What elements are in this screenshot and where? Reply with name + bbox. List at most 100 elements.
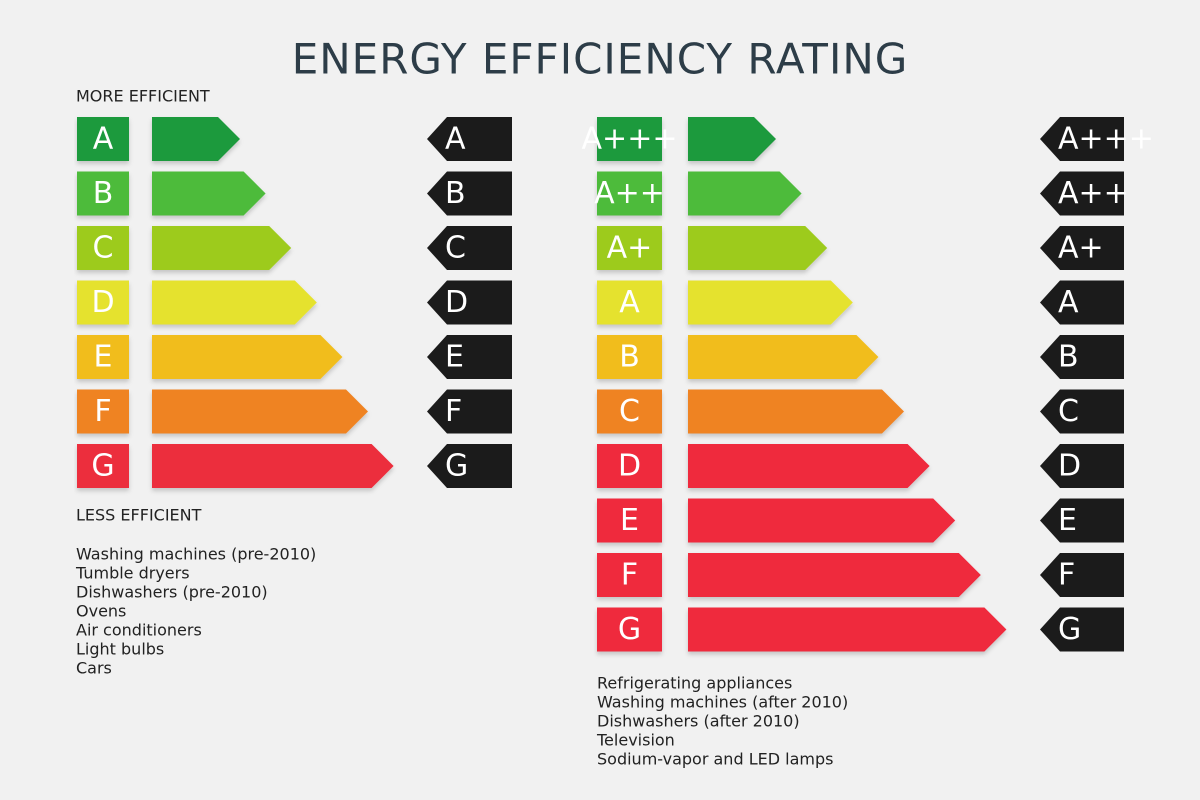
tag-letter: B [445, 176, 466, 211]
rating-arrow [688, 117, 776, 161]
tag-letter: F [1058, 558, 1075, 593]
tag-letter: A+ [1058, 231, 1104, 266]
rating-arrow [688, 171, 802, 216]
tag-letter: E [445, 340, 464, 375]
more-efficient-label: MORE EFFICIENT [76, 87, 210, 106]
rating-letter: D [91, 285, 114, 320]
tag-letter: G [1058, 612, 1081, 647]
rating-tag [1040, 280, 1124, 325]
appliance: Cars [76, 659, 112, 678]
rating-letter: C [619, 394, 640, 429]
rating-tag [1040, 335, 1124, 379]
rating-arrow [688, 280, 853, 325]
appliance: Refrigerating appliances [597, 674, 792, 693]
rating-tag [1040, 607, 1124, 652]
appliance: Washing machines (after 2010) [597, 693, 848, 712]
rating-letter: B [619, 340, 640, 375]
rating-arrow [688, 226, 828, 270]
rating-box [597, 171, 662, 216]
rating-letter: A+++ [582, 122, 678, 157]
appliance: Air conditioners [76, 621, 202, 640]
rating-letter: G [618, 612, 641, 647]
rating-letter: F [94, 394, 111, 429]
rating-tag [1040, 171, 1124, 216]
rating-letter: B [93, 176, 114, 211]
rating-arrow [688, 444, 930, 488]
rating-tag [1040, 226, 1124, 270]
rating-arrow [688, 389, 904, 434]
rating-box [597, 607, 662, 652]
rating-tag [1040, 117, 1124, 161]
tag-letter: A [1058, 285, 1079, 320]
appliance: Washing machines (pre-2010) [76, 545, 316, 564]
rating-tag [1040, 498, 1124, 543]
less-efficient-label: LESS EFFICIENT [76, 506, 202, 525]
rating-letter: D [618, 449, 641, 484]
rating-arrow [152, 335, 343, 379]
rating-letter: E [94, 340, 113, 375]
rating-tag [427, 389, 512, 434]
rating-arrow [152, 389, 368, 434]
rating-arrow [688, 553, 981, 597]
tag-letter: C [445, 231, 466, 266]
rating-box [77, 171, 129, 216]
tag-letter: F [445, 394, 462, 429]
appliance: Dishwashers (after 2010) [597, 712, 800, 731]
rating-box [597, 335, 662, 379]
rating-box [597, 117, 662, 161]
appliance: Tumble dryers [75, 564, 190, 583]
rating-box [597, 553, 662, 597]
tag-letter: A++ [1058, 176, 1129, 211]
rating-tag [1040, 389, 1124, 434]
rating-arrow [688, 607, 1007, 652]
appliance: Light bulbs [76, 640, 164, 659]
rating-tag [427, 335, 512, 379]
rating-box [597, 389, 662, 434]
rating-tag [1040, 444, 1124, 488]
rating-box [597, 444, 662, 488]
appliance: Ovens [76, 602, 126, 621]
rating-arrow [152, 226, 292, 270]
tag-letter: A [445, 122, 466, 157]
rating-tag [427, 280, 512, 325]
rating-tag [427, 171, 512, 216]
title: ENERGY EFFICIENCY RATING [292, 35, 909, 84]
rating-arrow [152, 117, 240, 161]
rating-letter: A [93, 122, 114, 157]
tag-letter: C [1058, 394, 1079, 429]
rating-letter: C [93, 231, 114, 266]
tag-letter: D [445, 285, 468, 320]
rating-letter: A++ [594, 176, 665, 211]
rating-arrow [688, 335, 879, 379]
rating-tag [427, 117, 512, 161]
rating-tag [427, 226, 512, 270]
tag-letter: D [1058, 449, 1081, 484]
rating-arrow [152, 444, 394, 488]
tag-letter: B [1058, 340, 1079, 375]
rating-arrow [152, 171, 266, 216]
tag-letter: E [1058, 503, 1077, 538]
rating-tag [427, 444, 512, 488]
appliance: Dishwashers (pre-2010) [76, 583, 268, 602]
tag-letter: A+++ [1058, 122, 1154, 157]
appliance: Sodium-vapor and LED lamps [597, 750, 833, 769]
rating-box [77, 335, 129, 379]
appliance: Television [596, 731, 675, 750]
rating-box [77, 389, 129, 434]
rating-box [77, 117, 129, 161]
rating-tag [1040, 553, 1124, 597]
rating-box [597, 280, 662, 325]
rating-box [597, 498, 662, 543]
rating-letter: A [619, 285, 640, 320]
rating-box [77, 226, 129, 270]
rating-letter: A+ [607, 231, 653, 266]
tag-letter: G [445, 449, 468, 484]
rating-letter: E [620, 503, 639, 538]
rating-letter: G [91, 449, 114, 484]
rating-arrow [152, 280, 317, 325]
rating-box [597, 226, 662, 270]
rating-arrow [688, 498, 956, 543]
rating-box [77, 444, 129, 488]
